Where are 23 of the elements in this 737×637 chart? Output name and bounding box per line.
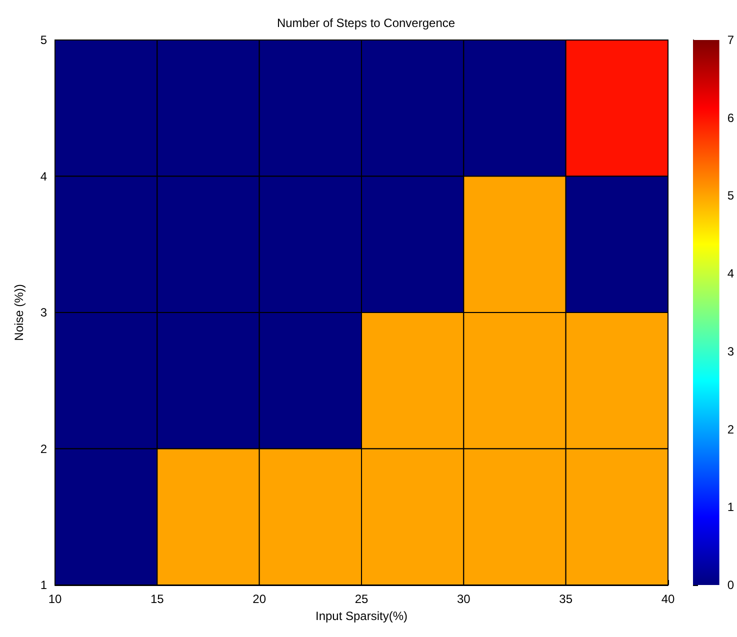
color-bar-label: 0 — [727, 578, 734, 592]
y-tick-label: 1 — [40, 578, 48, 592]
x-tick-label: 10 — [48, 592, 62, 606]
y-tick-label: 3 — [40, 306, 48, 320]
color-bar-label: 4 — [727, 266, 734, 281]
y-tick-label: 2 — [40, 442, 48, 456]
color-bar-label: 1 — [727, 500, 734, 514]
x-tick-label: 35 — [559, 592, 573, 606]
y-axis-title: Noise (%)) — [12, 284, 26, 341]
chart-title: Number of Steps to Convergence — [276, 16, 456, 30]
x-axis-title: Input Sparsity(%) — [315, 608, 408, 623]
color-bar-label: 6 — [727, 110, 734, 125]
y-tick-label: 5 — [40, 33, 48, 47]
y-tick-label: 4 — [40, 169, 48, 184]
color-bar-label: 5 — [727, 188, 734, 203]
x-tick-label: 15 — [150, 592, 164, 606]
x-tick-label: 25 — [354, 592, 368, 606]
color-bar-label: 3 — [727, 344, 734, 358]
x-tick-label: 30 — [456, 592, 471, 606]
color-bar-label: 2 — [727, 422, 734, 436]
color-bar-label: 7 — [727, 33, 734, 47]
x-tick-label: 20 — [252, 592, 266, 606]
x-tick-label: 40 — [661, 592, 675, 606]
